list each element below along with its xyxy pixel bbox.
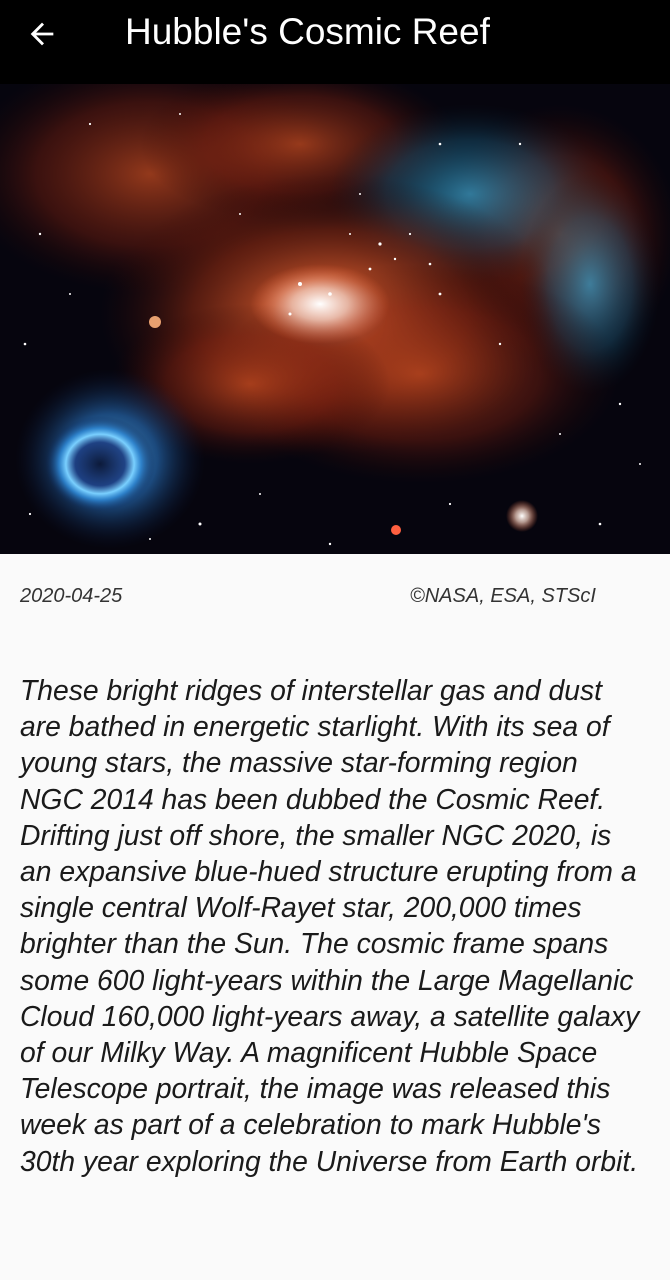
back-button[interactable] (18, 10, 66, 58)
arrow-left-icon (30, 22, 54, 46)
image-description: These bright ridges of interstellar gas … (20, 674, 640, 1177)
app-bar: Hubble's Cosmic Reef (0, 0, 670, 84)
page-title: Hubble's Cosmic Reef (125, 11, 490, 52)
image-date: 2020-04-25 (20, 585, 123, 607)
image-credit: ©NASA, ESA, STScI (410, 585, 596, 607)
nebula-photo (0, 84, 670, 554)
image-meta: 2020-04-25 ©NASA, ESA, STScI (20, 585, 650, 615)
